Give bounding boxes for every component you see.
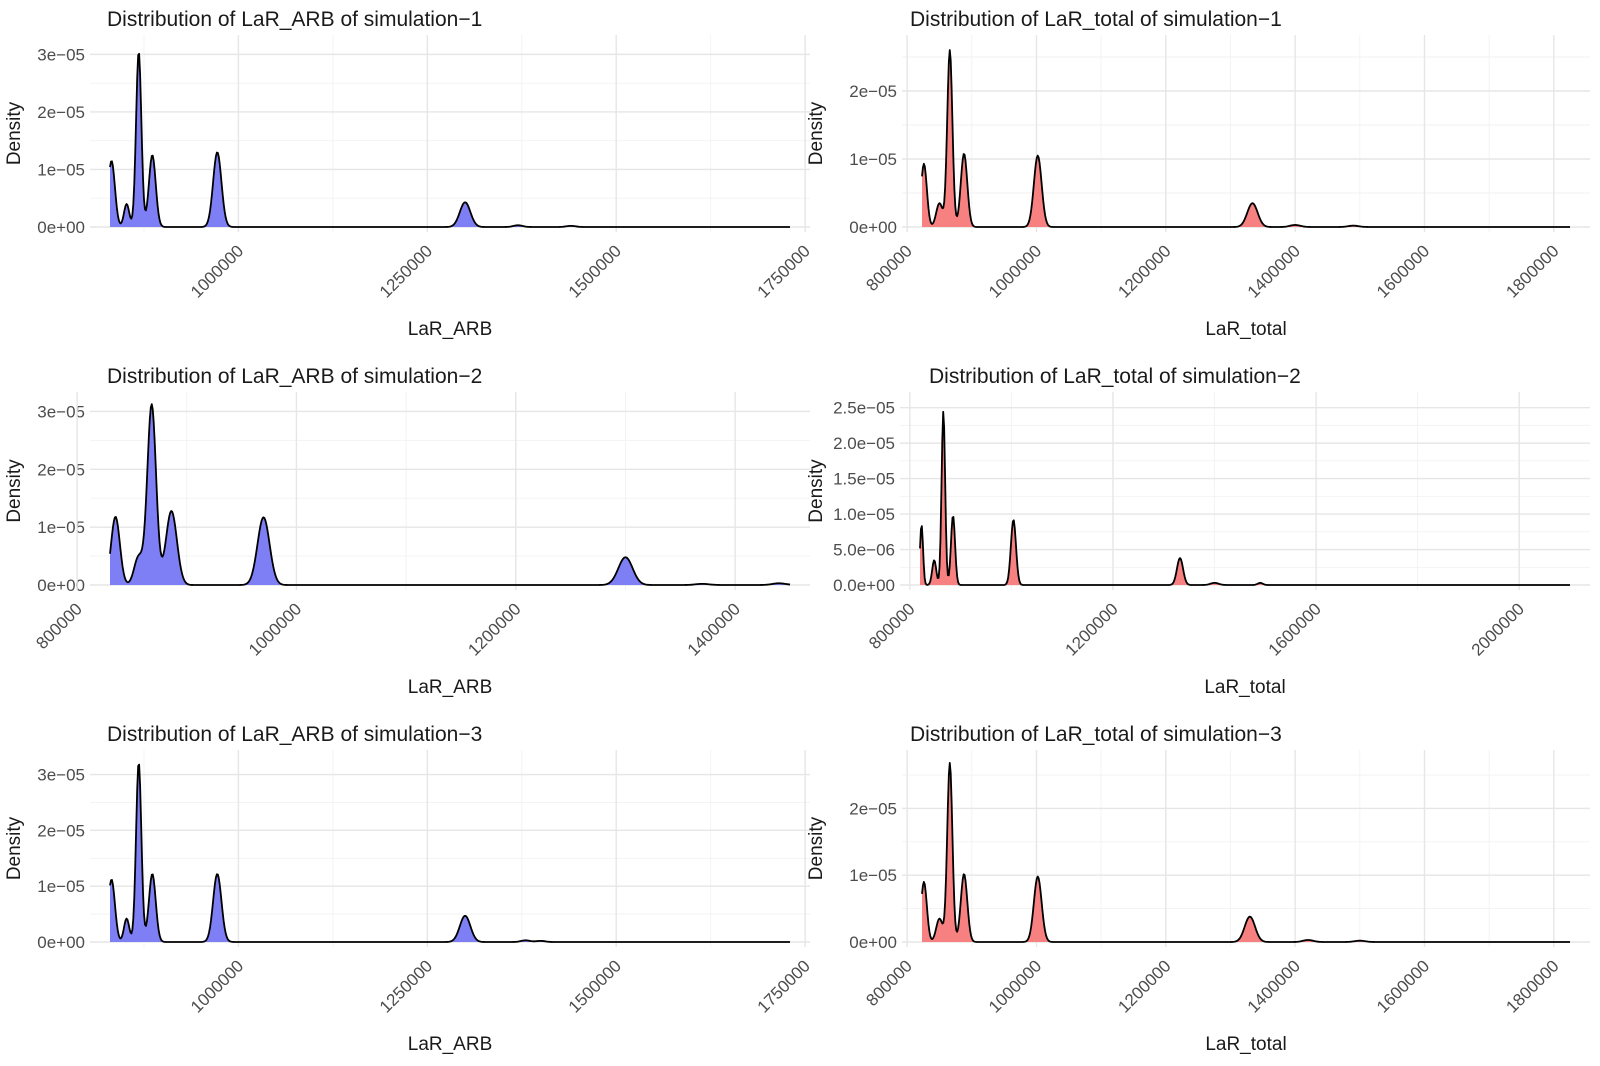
x-tick-label: 800000 — [862, 241, 916, 295]
y-tick-label: 1e−05 — [37, 877, 85, 896]
y-tick-label: 1.5e−05 — [833, 470, 895, 489]
y-tick-label: 3e−05 — [37, 402, 85, 421]
panel-title: Distribution of LaR_ARB of simulation−1 — [107, 8, 482, 31]
y-tick-label: 0e+00 — [849, 933, 897, 952]
y-tick-label: 0e+00 — [37, 933, 85, 952]
y-tick-label: 2e−05 — [849, 799, 897, 818]
x-tick-label: 1750000 — [754, 956, 814, 1016]
density-line — [921, 761, 1570, 943]
x-tick-label: 1400000 — [1244, 241, 1304, 301]
y-tick-label: 2e−05 — [37, 103, 85, 122]
y-tick-label: 3e−05 — [37, 45, 85, 64]
x-tick-label: 2000000 — [1468, 599, 1528, 659]
x-tick-label: 1250000 — [376, 956, 436, 1016]
density-panel-2: 0e+00 1e−05 2e−05 800000 1000000 1200000 14000… — [806, 8, 1590, 340]
panel-title: Distribution of LaR_ARB of simulation−3 — [107, 723, 482, 746]
x-axis-title: LaR_total — [1205, 319, 1286, 340]
y-tick-label: 1e−05 — [37, 160, 85, 179]
y-tick-label: 0.0e+00 — [833, 576, 895, 595]
density-area — [110, 404, 790, 585]
x-tick-label: 1400000 — [1244, 956, 1304, 1016]
density-panel-5: 0e+00 1e−05 2e−05 3e−05 1000000 1250000 150000… — [4, 723, 814, 1055]
x-tick-label: 1000000 — [187, 956, 247, 1016]
x-axis-title: LaR_ARB — [408, 319, 493, 340]
x-tick-label: 1000000 — [985, 241, 1045, 301]
x-tick-label: 1200000 — [1062, 599, 1122, 659]
y-tick-label: 2e−05 — [849, 82, 897, 101]
y-tick-label: 1.0e−05 — [833, 505, 895, 524]
x-tick-label: 1250000 — [376, 241, 436, 301]
x-tick-label: 1200000 — [464, 599, 524, 659]
y-tick-label: 3e−05 — [37, 766, 85, 785]
density-area — [922, 762, 1570, 942]
y-axis-title: Density — [806, 101, 827, 165]
y-tick-label: 1e−05 — [37, 518, 85, 537]
y-tick-label: 0e+00 — [37, 576, 85, 595]
panel-title: Distribution of LaR_ARB of simulation−2 — [107, 365, 482, 388]
y-axis-title: Density — [806, 816, 827, 880]
y-tick-label: 1e−05 — [849, 150, 897, 169]
density-line — [919, 410, 1570, 586]
x-axis-title: LaR_ARB — [408, 1034, 493, 1055]
density-line — [109, 763, 790, 943]
density-line — [109, 52, 790, 228]
x-tick-label: 800000 — [862, 956, 916, 1010]
x-tick-label: 1000000 — [245, 599, 305, 659]
y-tick-label: 0e+00 — [849, 218, 897, 237]
density-panel-3: 0e+00 1e−05 2e−05 3e−05 800000 1000000 1200000… — [4, 365, 810, 698]
x-tick-label: 1800000 — [1502, 956, 1562, 1016]
x-tick-label: 1600000 — [1265, 599, 1325, 659]
x-tick-label: 1200000 — [1114, 241, 1174, 301]
density-panel-4: 0.0e+00 5.0e−06 1.0e−05 1.5e−05 2.0e−05 2.5e−… — [806, 365, 1590, 698]
density-line — [921, 49, 1570, 228]
x-tick-label: 1500000 — [565, 241, 625, 301]
x-tick-label: 800000 — [32, 599, 86, 653]
y-axis-title: Density — [4, 459, 25, 523]
x-tick-label: 1750000 — [754, 241, 814, 301]
x-tick-label: 1500000 — [565, 956, 625, 1016]
y-axis-title: Density — [806, 459, 827, 523]
x-axis-title: LaR_total — [1205, 1034, 1286, 1055]
y-axis-title: Density — [4, 816, 25, 880]
density-panel-6: 0e+00 1e−05 2e−05 800000 1000000 1200000 14000… — [806, 723, 1590, 1055]
density-panel-1: 0e+00 1e−05 2e−05 3e−05 1000000 1250000 150000… — [4, 8, 814, 340]
y-tick-label: 2e−05 — [37, 821, 85, 840]
x-axis-title: LaR_total — [1204, 677, 1285, 698]
x-tick-label: 1000000 — [985, 956, 1045, 1016]
y-tick-label: 2e−05 — [37, 460, 85, 479]
panel-title: Distribution of LaR_total of simulation−… — [929, 365, 1301, 388]
y-tick-label: 2.5e−05 — [833, 399, 895, 418]
x-tick-label: 1600000 — [1373, 956, 1433, 1016]
y-tick-label: 5.0e−06 — [833, 541, 895, 560]
x-tick-label: 1000000 — [187, 241, 247, 301]
x-tick-label: 1600000 — [1373, 241, 1433, 301]
y-tick-label: 0e+00 — [37, 218, 85, 237]
y-tick-label: 1e−05 — [849, 866, 897, 885]
x-tick-label: 1200000 — [1114, 956, 1174, 1016]
y-axis-title: Density — [4, 101, 25, 165]
x-tick-label: 800000 — [865, 599, 919, 653]
panel-title: Distribution of LaR_total of simulation−… — [910, 723, 1282, 746]
x-tick-label: 1400000 — [684, 599, 744, 659]
x-axis-title: LaR_ARB — [408, 677, 493, 698]
density-area — [922, 50, 1570, 227]
panel-title: Distribution of LaR_total of simulation−… — [910, 8, 1282, 31]
y-tick-label: 2.0e−05 — [833, 434, 895, 453]
x-tick-label: 1800000 — [1502, 241, 1562, 301]
density-line — [109, 403, 791, 586]
